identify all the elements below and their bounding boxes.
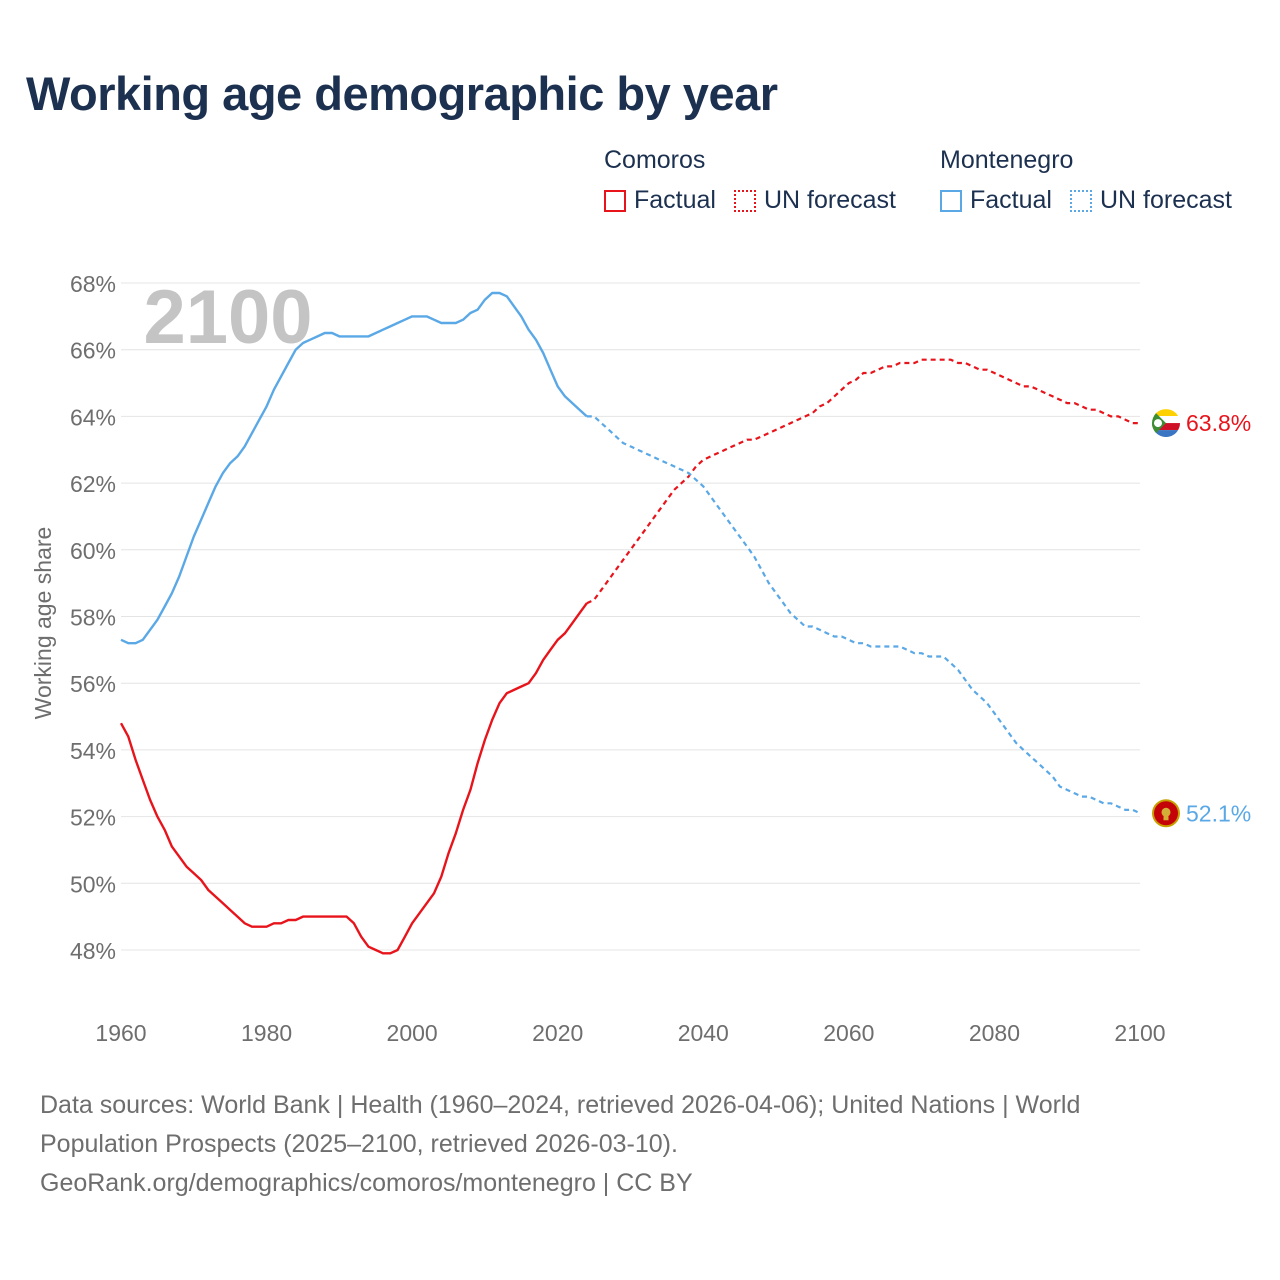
y-tick-label: 52% xyxy=(70,805,116,831)
legend-group-montenegro: Montenegro Factual UN forecast xyxy=(940,144,1250,215)
y-tick-label: 60% xyxy=(70,538,116,564)
series-line-comoros-factual xyxy=(119,602,588,955)
legend-group-comoros: Comoros Factual UN forecast xyxy=(604,144,914,215)
legend-item-comoros-forecast[interactable]: UN forecast xyxy=(733,186,896,215)
x-tick-label: 2020 xyxy=(532,1020,583,1046)
y-tick-label: 62% xyxy=(70,471,116,497)
y-tick-label: 56% xyxy=(70,671,116,697)
y-tick-label: 68% xyxy=(70,271,116,297)
end-value-label-comoros: 63.8% xyxy=(1186,410,1251,436)
chart-title: Working age demographic by year xyxy=(26,67,778,120)
legend-item-comoros-factual[interactable]: Factual xyxy=(604,186,716,215)
x-tick-label: 2000 xyxy=(387,1020,438,1046)
flag-eagle-base xyxy=(1163,816,1169,821)
flag-stripe xyxy=(1152,430,1180,438)
legend-swatch-dotted xyxy=(733,189,756,212)
legend-item-montenegro-forecast[interactable]: UN forecast xyxy=(1069,186,1232,215)
y-tick-label: 66% xyxy=(70,338,116,364)
chart-footer: Data sources: World Bank | Health (1960–… xyxy=(40,1086,1240,1203)
y-tick-label: 54% xyxy=(70,738,116,764)
legend-item-label: UN forecast xyxy=(763,186,896,214)
end-value-label-montenegro: 52.1% xyxy=(1186,800,1251,826)
y-axis-label: Working age share xyxy=(30,527,56,720)
legend-item-label: Factual xyxy=(970,186,1052,214)
footer-sources-line-2: Population Prospects (2025–2100, retriev… xyxy=(40,1130,678,1158)
comoros-flag-icon xyxy=(1152,409,1180,438)
legend-swatch-solid xyxy=(940,189,962,212)
line-chart: 2100 48% 50% 52% 54% 56% 58% 60% 62% 64% 66% 68% 196… xyxy=(30,271,1251,1046)
flag-eagle xyxy=(1161,807,1171,817)
montenegro-flag-icon xyxy=(1152,799,1180,828)
legend-group-label: Comoros xyxy=(604,146,706,174)
y-tick-label: 64% xyxy=(70,404,116,430)
x-tick-label: 1960 xyxy=(95,1020,146,1046)
footer-sources-line-1: Data sources: World Bank | Health (1960–… xyxy=(40,1091,1081,1119)
legend-item-label: Factual xyxy=(634,186,716,214)
y-tick-label: 50% xyxy=(70,871,116,897)
y-tick-label: 48% xyxy=(70,938,116,964)
series-line-montenegro-factual xyxy=(120,291,588,645)
flag-stripe xyxy=(1152,409,1180,417)
legend-item-label: UN forecast xyxy=(1099,186,1232,214)
legend-item-montenegro-factual[interactable]: Factual xyxy=(940,186,1052,215)
x-tick-label: 2040 xyxy=(678,1020,729,1046)
flag-stripe xyxy=(1152,423,1180,431)
flag-stripes xyxy=(1152,409,1180,438)
series-line-comoros-forecast xyxy=(586,358,1140,605)
footer-attribution: GeoRank.org/demographics/comoros/montene… xyxy=(40,1169,693,1197)
flag-crescent xyxy=(1154,419,1162,428)
x-tick-label: 2060 xyxy=(823,1020,874,1046)
y-tick-label: 58% xyxy=(70,605,116,631)
x-tick-label: 2080 xyxy=(969,1020,1020,1046)
x-tick-label: 2100 xyxy=(1114,1020,1165,1046)
x-tick-label: 1980 xyxy=(241,1020,292,1046)
year-watermark: 2100 xyxy=(143,275,312,360)
legend-group-label: Montenegro xyxy=(940,146,1074,174)
flag-stripe xyxy=(1152,416,1180,424)
series-line-montenegro-forecast xyxy=(586,415,1141,815)
legend-swatch-solid xyxy=(604,189,626,212)
legend-swatch-dotted xyxy=(1069,189,1092,212)
